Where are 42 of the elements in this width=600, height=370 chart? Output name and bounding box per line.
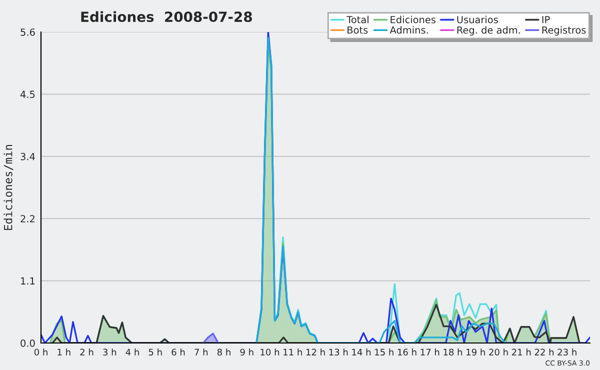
x-tick-label: 13 h xyxy=(329,348,348,356)
line-series xyxy=(256,36,506,343)
legend-label: IP xyxy=(542,16,550,24)
x-tick-label: 4 h xyxy=(126,348,139,356)
chart-title: Ediciones 2008-07-28 xyxy=(81,11,252,22)
legend-label: Total xyxy=(346,16,368,24)
y-tick-label: 2.2 xyxy=(20,215,34,222)
x-tick-label: 9 h xyxy=(240,348,254,356)
x-tick-label: 5 h xyxy=(148,348,162,356)
x-tick-label: 10 h xyxy=(260,348,280,356)
x-tick-label: 3 h xyxy=(103,348,116,356)
x-tick-label: 15 h xyxy=(375,348,394,356)
line-series xyxy=(52,304,580,343)
x-tick-label: 7 h xyxy=(194,348,208,356)
legend-label: Bots xyxy=(348,26,368,34)
x-tick-label: 18 h xyxy=(444,348,462,356)
legend-label: Registros xyxy=(542,26,586,36)
y-axis-title: Ediciones/min xyxy=(4,145,14,230)
y-tick-label: 0.0 xyxy=(20,339,35,347)
legend-label: Ediciones xyxy=(390,16,436,24)
x-tick-label: 23 h xyxy=(558,348,576,356)
legend-label: Usuarios xyxy=(457,16,498,24)
x-tick-label: 8 h xyxy=(217,348,230,356)
y-tick-label: 5.6 xyxy=(20,28,35,36)
x-tick-label: 22 h xyxy=(534,348,554,356)
x-tick-label: 16 h xyxy=(398,348,416,356)
legend-label: Admins. xyxy=(390,26,428,34)
x-tick-label: 17 h xyxy=(420,348,440,356)
y-tick-label: 4.5 xyxy=(20,90,35,98)
x-tick-label: 12 h xyxy=(306,348,325,356)
y-tick-label: 1.1 xyxy=(21,277,35,284)
x-tick-label: 2 h xyxy=(80,348,94,356)
legend-label: Reg. de adm. xyxy=(457,26,520,36)
x-tick-label: 21 h xyxy=(512,348,531,356)
x-tick-label: 19 h xyxy=(466,348,485,356)
x-tick-label: 11 h xyxy=(284,348,302,356)
x-tick-label: 0 h xyxy=(34,348,48,356)
x-tick-label: 20 h xyxy=(489,348,508,356)
x-tick-label: 14 h xyxy=(352,348,371,356)
x-tick-label: 1 h xyxy=(58,348,70,356)
x-tick-label: 6 h xyxy=(172,348,185,356)
y-tick-label: 3.4 xyxy=(20,152,35,160)
